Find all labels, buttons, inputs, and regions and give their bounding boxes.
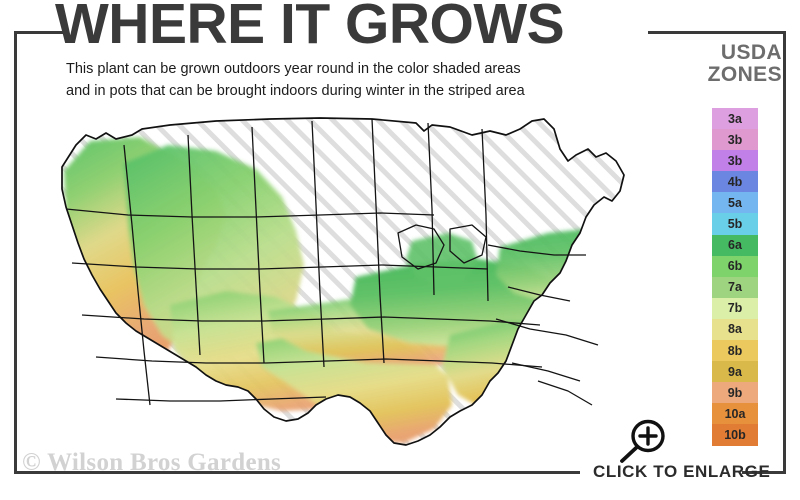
frame-bottom-left-border <box>14 471 580 474</box>
zoom-in-icon[interactable] <box>613 418 669 466</box>
legend-swatch-6b: 6b <box>712 255 758 277</box>
click-to-enlarge-label[interactable]: CLICK TO ENLARGE <box>593 462 771 481</box>
legend-swatch-label: 3a <box>728 111 742 126</box>
legend-swatch-label: 6b <box>727 259 743 274</box>
legend-title-line-2: ZONES <box>707 63 782 87</box>
legend-swatch-3b: 3b <box>712 129 758 151</box>
map-state-borders <box>65 118 599 406</box>
legend-swatch-4b: 4b <box>712 171 758 193</box>
legend-swatch-label: 3b <box>727 153 743 168</box>
legend-swatch-label: 8b <box>727 343 743 358</box>
legend-swatch-8b: 8b <box>712 340 758 362</box>
legend-swatch-3b: 3b <box>712 150 758 172</box>
legend-swatch-9b: 9b <box>712 382 758 404</box>
legend-swatch-label: 4b <box>727 174 743 189</box>
legend-swatch-label: 9b <box>727 385 743 400</box>
legend-swatch-label: 7a <box>728 280 742 295</box>
legend-swatch-label: 7b <box>727 301 743 316</box>
map-svg <box>61 117 625 446</box>
page-title: WHERE IT GROWS <box>55 0 565 56</box>
legend-swatch-label: 3b <box>727 132 743 147</box>
legend-swatch-label: 6a <box>728 238 742 253</box>
subtitle-line-1: This plant can be grown outdoors year ro… <box>66 61 521 77</box>
legend-swatch-10a: 10a <box>712 403 758 425</box>
legend-swatch-label: 5b <box>727 217 743 232</box>
legend-swatch-label: 9a <box>728 364 742 379</box>
legend-swatch-10b: 10b <box>712 424 758 446</box>
legend-swatch-label: 10b <box>724 427 746 442</box>
frame-top-right-border <box>648 31 786 34</box>
watermark: © Wilson Bros Gardens <box>22 449 282 476</box>
legend-swatch-6a: 6a <box>712 234 758 256</box>
legend-swatch-3a: 3a <box>712 108 758 130</box>
legend-swatch-8a: 8a <box>712 318 758 341</box>
legend-swatch-5a: 5a <box>712 192 758 214</box>
legend-swatch-label: 5a <box>728 195 742 210</box>
frame-bottom-right-border <box>742 471 786 474</box>
legend-swatch-7a: 7a <box>712 276 758 298</box>
legend-swatch-9a: 9a <box>712 361 758 383</box>
map-national-outline <box>61 117 625 446</box>
legend-swatch-7b: 7b <box>712 297 758 319</box>
hardiness-zone-map[interactable] <box>20 105 680 465</box>
frame-left-border <box>14 31 17 474</box>
legend-title: USDA ZONES <box>707 41 782 87</box>
subtitle: This plant can be grown outdoors year ro… <box>66 59 636 103</box>
legend-swatch-label: 10a <box>724 406 746 421</box>
usda-zone-legend: 3a 3b 3b 4b 5a 5b 6a 6b 7a 7b 8a 8b 9a 9b 10a 10b <box>712 108 758 446</box>
subtitle-line-2: and in pots that can be brought indoors … <box>66 82 525 99</box>
frame-top-left-border <box>14 31 66 34</box>
legend-swatch-label: 8a <box>728 322 742 337</box>
legend-swatch-5b: 5b <box>712 213 758 235</box>
frame-right-border <box>783 31 786 474</box>
legend-title-line-1: USDA <box>720 41 782 64</box>
